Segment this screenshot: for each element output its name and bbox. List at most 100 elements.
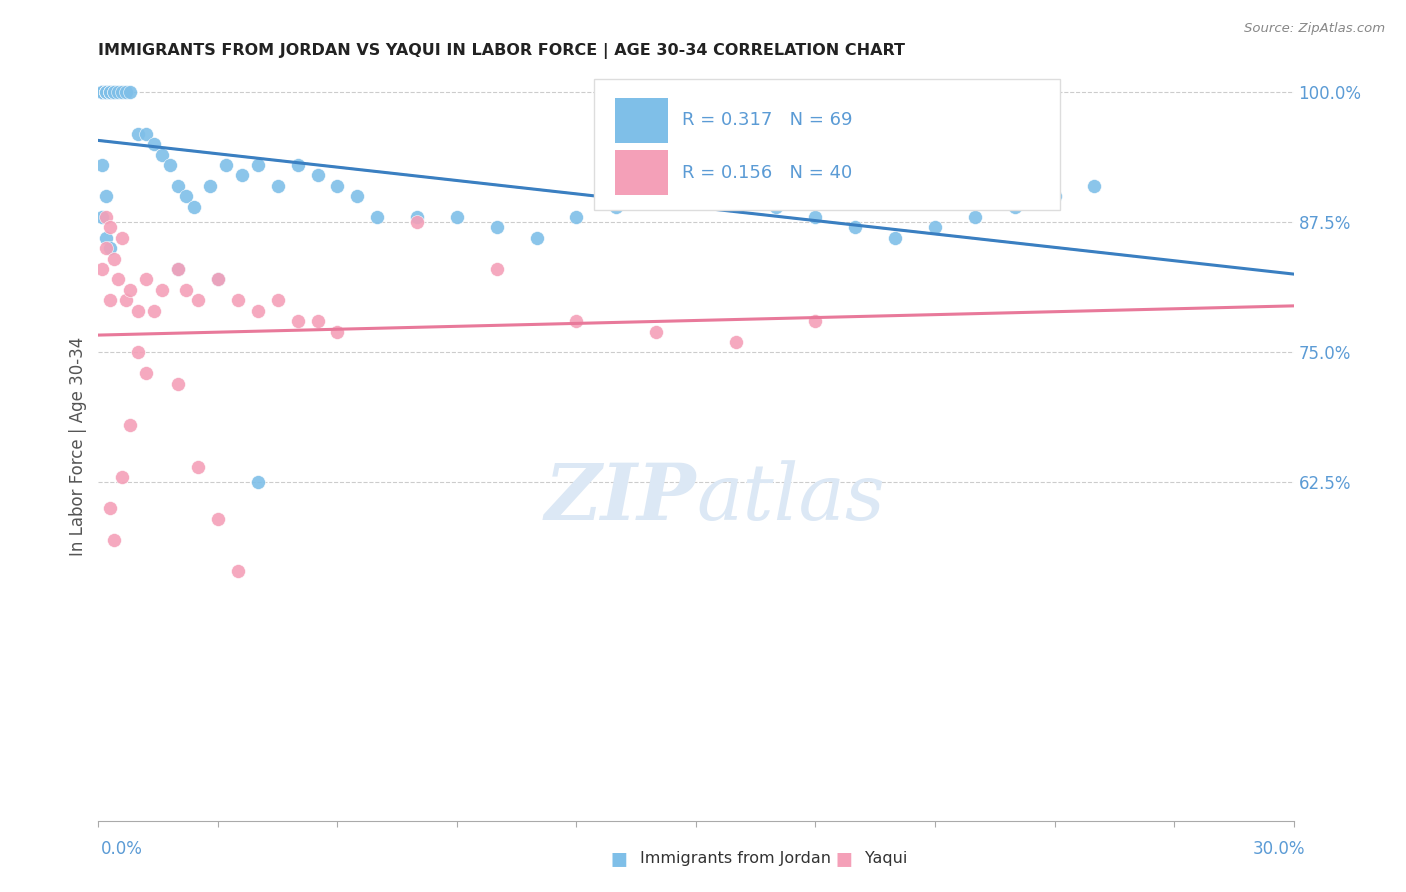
Point [346, 189, 368, 203]
FancyBboxPatch shape [595, 78, 1060, 210]
Point [91, 85, 114, 99]
Point [96, 231, 118, 245]
Point [91, 85, 114, 99]
Point [115, 293, 138, 308]
Point [150, 147, 173, 161]
Point [103, 252, 125, 266]
Point [159, 158, 181, 172]
Point [804, 210, 827, 224]
Point [183, 200, 205, 214]
Point [96, 189, 118, 203]
Point [174, 189, 197, 203]
Point [98, 220, 122, 235]
Y-axis label: In Labor Force | Age 30-34: In Labor Force | Age 30-34 [69, 336, 87, 556]
Point [120, 85, 142, 99]
Point [884, 231, 907, 245]
Point [645, 189, 668, 203]
Point [91, 85, 114, 99]
Point [226, 293, 249, 308]
Point [765, 200, 787, 214]
Point [96, 85, 118, 99]
Point [98, 85, 122, 99]
Point [91, 210, 114, 224]
Point [111, 85, 134, 99]
Text: ZIP: ZIP [544, 460, 696, 537]
Point [98, 293, 122, 308]
Point [96, 85, 118, 99]
Text: ▪: ▪ [609, 844, 628, 872]
Point [91, 85, 114, 99]
Text: atlas: atlas [696, 460, 884, 537]
Point [307, 169, 329, 183]
Point [96, 85, 118, 99]
Text: R = 0.156   N = 40: R = 0.156 N = 40 [682, 163, 852, 181]
Point [98, 241, 122, 255]
Point [963, 210, 986, 224]
Point [135, 272, 157, 286]
Point [246, 475, 269, 490]
Point [103, 85, 125, 99]
Point [485, 220, 508, 235]
Point [685, 178, 707, 193]
Point [103, 85, 125, 99]
Point [115, 85, 138, 99]
Point [91, 85, 114, 99]
Point [267, 293, 290, 308]
Point [91, 262, 114, 277]
Point [605, 200, 627, 214]
Text: 0.0%: 0.0% [101, 840, 143, 858]
Point [96, 85, 118, 99]
Point [187, 459, 209, 474]
Text: R = 0.317   N = 69: R = 0.317 N = 69 [682, 112, 852, 129]
Point [91, 85, 114, 99]
Point [127, 303, 149, 318]
Point [485, 262, 508, 277]
Point [111, 470, 134, 484]
Point [143, 137, 166, 152]
Point [406, 215, 429, 229]
Point [187, 293, 209, 308]
Point [246, 158, 269, 172]
Point [127, 345, 149, 359]
Point [91, 85, 114, 99]
Point [198, 178, 221, 193]
Point [246, 303, 269, 318]
Text: Source: ZipAtlas.com: Source: ZipAtlas.com [1244, 22, 1385, 36]
Point [167, 178, 190, 193]
Point [366, 210, 388, 224]
Point [231, 169, 253, 183]
Point [804, 314, 827, 328]
Point [96, 210, 118, 224]
Point [135, 127, 157, 141]
Point [174, 283, 197, 297]
Bar [614, 97, 668, 143]
Point [120, 283, 142, 297]
Text: Immigrants from Jordan: Immigrants from Jordan [640, 851, 831, 865]
Point [120, 418, 142, 433]
Point [96, 85, 118, 99]
Point [91, 85, 114, 99]
Text: ▪: ▪ [834, 844, 853, 872]
Point [96, 241, 118, 255]
Point [111, 231, 134, 245]
Text: Yaqui: Yaqui [865, 851, 907, 865]
Point [844, 220, 866, 235]
Point [167, 262, 190, 277]
Point [1004, 200, 1026, 214]
Point [107, 272, 129, 286]
Point [724, 189, 747, 203]
Point [135, 366, 157, 380]
Point [1083, 178, 1105, 193]
Point [143, 303, 166, 318]
Point [98, 501, 122, 516]
Point [565, 210, 588, 224]
Point [326, 325, 349, 339]
Point [127, 127, 149, 141]
Point [167, 376, 190, 391]
Point [91, 85, 114, 99]
Point [645, 325, 668, 339]
Point [565, 314, 588, 328]
Point [103, 533, 125, 547]
Point [207, 512, 229, 526]
Point [1043, 189, 1066, 203]
